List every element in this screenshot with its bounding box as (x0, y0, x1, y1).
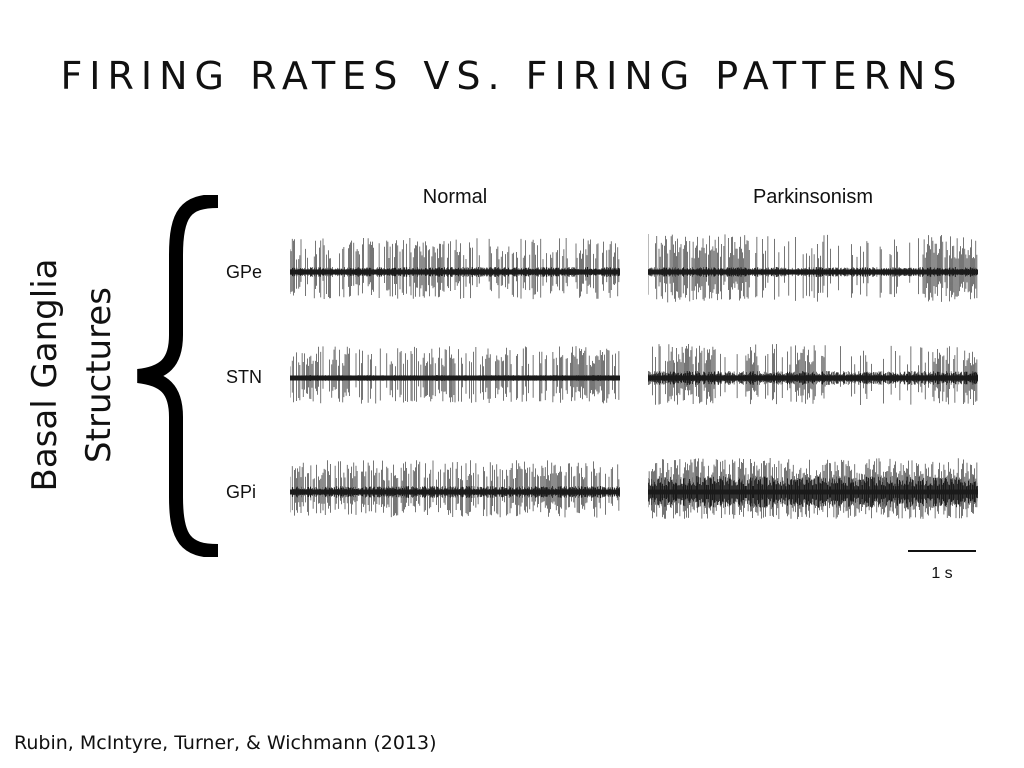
side-label-line-2: Structures (79, 287, 119, 463)
trace-stn-parkinsonism-spikes (648, 344, 978, 405)
trace-gpe-parkinsonism-baseline (648, 269, 978, 275)
row-label-gpe: GPe (226, 262, 263, 282)
scale-bar-label: 1 s (931, 565, 953, 582)
column-header-normal: Normal (422, 186, 488, 208)
trace-gpe-normal (290, 238, 620, 300)
row-label-stn: STN (226, 367, 262, 387)
trace-stn-parkinsonism-baseline (648, 375, 978, 381)
trace-gpe-normal-baseline (290, 269, 620, 275)
trace-gpi-normal-spikes (290, 460, 620, 518)
side-label-line-1: Basal Ganglia (25, 258, 65, 492)
trace-gpe-parkinsonism (648, 234, 978, 303)
trace-gpe-normal-spikes (290, 238, 620, 300)
trace-stn-normal-baseline (290, 375, 620, 381)
trace-gpi-parkinsonism-spikes (648, 458, 978, 520)
trace-gpe-parkinsonism-spikes (648, 234, 978, 303)
trace-stn-parkinsonism (648, 344, 978, 405)
side-label: Basal Ganglia Structures (18, 258, 126, 491)
row-label-gpi: GPi (226, 482, 257, 502)
curly-brace-icon (136, 195, 219, 557)
trace-gpi-parkinsonism (648, 458, 978, 520)
trace-gpi-normal (290, 460, 620, 518)
trace-stn-normal-spikes (290, 346, 620, 404)
trace-gpi-parkinsonism-baseline (648, 489, 978, 495)
citation: Rubin, McIntyre, Turner, & Wichmann (201… (14, 732, 437, 754)
trace-gpi-normal-baseline (290, 489, 620, 495)
scale-bar (908, 550, 976, 552)
trace-stn-normal (290, 346, 620, 404)
slide-title: FIRING RATES VS. FIRING PATTERNS (60, 54, 964, 98)
column-header-parkinsonism: Parkinsonism (752, 186, 874, 208)
